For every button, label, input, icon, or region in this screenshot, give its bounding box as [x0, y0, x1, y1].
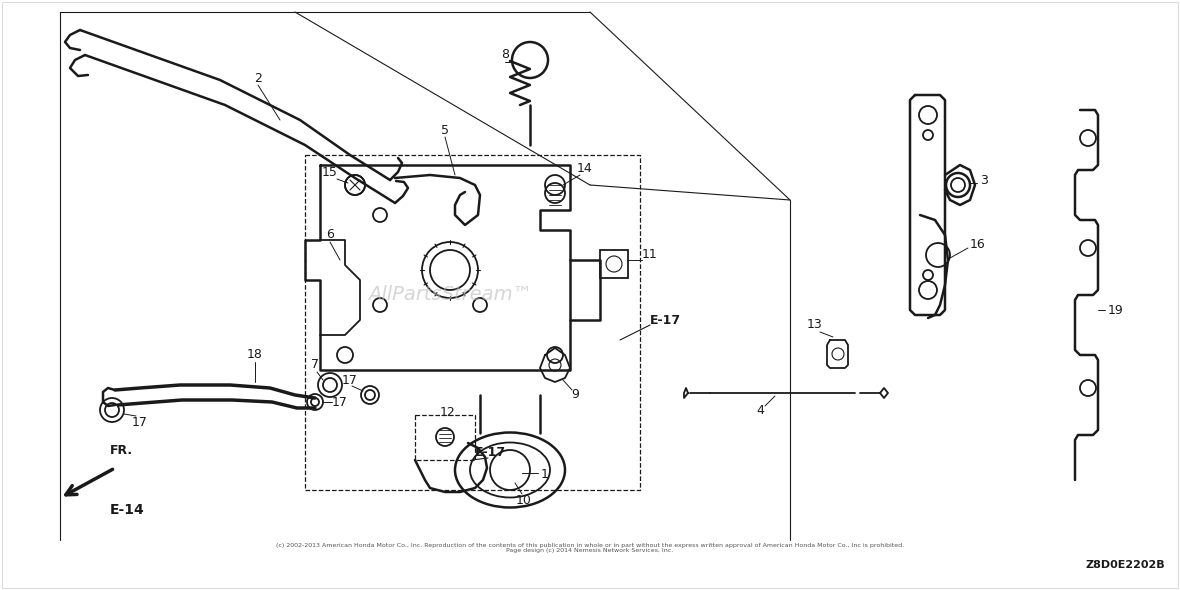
Text: (c) 2002-2013 American Honda Motor Co., Inc. Reproduction of the contents of thi: (c) 2002-2013 American Honda Motor Co., …	[276, 543, 904, 553]
Text: E-14: E-14	[110, 503, 145, 517]
Text: FR.: FR.	[110, 444, 133, 457]
Text: E-17: E-17	[649, 313, 681, 326]
Text: 16: 16	[970, 238, 985, 251]
Text: 2: 2	[254, 71, 262, 84]
Text: 17: 17	[342, 373, 358, 386]
Text: 13: 13	[807, 319, 822, 332]
Text: 6: 6	[326, 228, 334, 241]
Text: 14: 14	[577, 162, 592, 175]
Text: 15: 15	[322, 166, 337, 179]
Text: E-17: E-17	[474, 445, 505, 458]
Text: 19: 19	[1108, 303, 1123, 316]
Bar	[415, 415, 476, 460]
Text: 11: 11	[642, 248, 658, 261]
Text: 4: 4	[756, 404, 763, 417]
Text: 12: 12	[440, 407, 455, 419]
Text: 1: 1	[542, 468, 549, 481]
Text: AllPartsStream™: AllPartsStream™	[368, 286, 532, 304]
Text: 7: 7	[312, 359, 319, 372]
Bar	[304, 155, 640, 490]
Text: 17: 17	[132, 415, 148, 428]
Text: Z8D0E2202B: Z8D0E2202B	[1086, 560, 1165, 570]
Text: 10: 10	[516, 493, 532, 506]
Text: 9: 9	[571, 388, 579, 402]
Text: 5: 5	[441, 123, 450, 136]
Text: 8: 8	[502, 48, 509, 61]
Text: 17: 17	[332, 395, 348, 408]
Text: 3: 3	[981, 173, 988, 186]
Text: 18: 18	[247, 349, 263, 362]
Bar	[599, 250, 628, 278]
